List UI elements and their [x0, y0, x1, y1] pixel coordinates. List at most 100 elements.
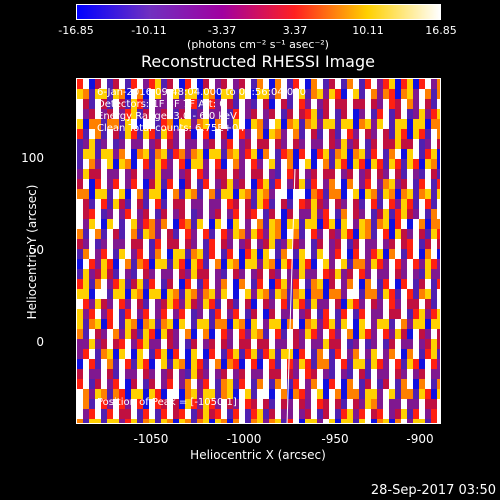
image-pixel — [179, 419, 185, 423]
image-pixel — [101, 269, 107, 279]
image-pixel — [269, 99, 275, 109]
image-pixel — [299, 409, 305, 419]
image-pixel — [329, 359, 335, 369]
image-pixel — [383, 199, 389, 209]
image-pixel — [149, 339, 155, 349]
image-pixel — [149, 379, 155, 389]
image-pixel — [155, 289, 161, 299]
image-pixel — [329, 339, 335, 349]
image-pixel — [179, 259, 185, 269]
image-pixel — [347, 239, 353, 249]
image-pixel — [95, 229, 101, 239]
image-pixel — [365, 289, 371, 299]
image-pixel — [437, 199, 440, 209]
image-pixel — [305, 409, 311, 419]
image-pixel — [215, 129, 221, 139]
image-pixel — [215, 259, 221, 269]
image-pixel — [227, 189, 233, 199]
image-pixel — [245, 149, 251, 159]
image-pixel — [227, 319, 233, 329]
image-pixel — [305, 219, 311, 229]
image-pixel — [347, 119, 353, 129]
image-pixel — [221, 149, 227, 159]
image-pixel — [317, 359, 323, 369]
image-pixel — [359, 239, 365, 249]
image-pixel — [431, 389, 437, 399]
image-pixel — [77, 129, 83, 139]
image-pixel — [203, 219, 209, 229]
image-pixel — [389, 209, 395, 219]
image-pixel — [251, 229, 257, 239]
image-pixel — [119, 159, 125, 169]
image-pixel — [221, 239, 227, 249]
image-pixel — [173, 339, 179, 349]
image-pixel — [407, 89, 413, 99]
image-pixel — [239, 239, 245, 249]
image-pixel — [419, 219, 425, 229]
image-pixel — [371, 359, 377, 369]
image-pixel — [77, 199, 83, 209]
image-pixel — [95, 369, 101, 379]
image-pixel — [221, 259, 227, 269]
image-pixel — [119, 289, 125, 299]
image-pixel — [401, 339, 407, 349]
image-pixel — [143, 279, 149, 289]
image-pixel — [143, 349, 149, 359]
image-pixel — [335, 129, 341, 139]
image-pixel — [287, 269, 293, 279]
image-pixel — [227, 169, 233, 179]
image-pixel — [347, 129, 353, 139]
image-pixel — [239, 389, 245, 399]
image-pixel — [113, 199, 119, 209]
image-pixel — [419, 109, 425, 119]
image-pixel — [191, 99, 197, 109]
image-pixel — [263, 119, 269, 129]
image-pixel — [353, 249, 359, 259]
image-pixel — [119, 239, 125, 249]
image-pixel — [185, 89, 191, 99]
image-pixel — [233, 219, 239, 229]
image-pixel — [293, 259, 299, 269]
image-pixel — [77, 369, 83, 379]
image-pixel — [215, 99, 221, 109]
image-pixel — [179, 239, 185, 249]
image-pixel — [299, 99, 305, 109]
image-pixel — [401, 99, 407, 109]
image-pixel — [269, 259, 275, 269]
image-pixel — [191, 349, 197, 359]
image-pixel — [413, 239, 419, 249]
image-pixel — [275, 329, 281, 339]
image-pixel — [347, 99, 353, 109]
image-pixel — [167, 239, 173, 249]
image-pixel — [143, 169, 149, 179]
image-pixel — [425, 129, 431, 139]
image-pixel — [281, 249, 287, 259]
image-pixel — [95, 99, 101, 109]
image-pixel — [185, 299, 191, 309]
image-pixel — [275, 179, 281, 189]
image-pixel — [149, 259, 155, 269]
image-pixel — [149, 79, 155, 89]
image-pixel — [413, 389, 419, 399]
image-pixel — [323, 319, 329, 329]
image-pixel — [197, 249, 203, 259]
image-pixel — [221, 129, 227, 139]
image-pixel — [389, 269, 395, 279]
image-pixel — [365, 239, 371, 249]
image-pixel — [419, 99, 425, 109]
image-pixel — [287, 399, 293, 409]
image-pixel — [341, 369, 347, 379]
image-pixel — [311, 419, 317, 423]
image-pixel — [275, 279, 281, 289]
image-pixel — [425, 409, 431, 419]
image-pixel — [377, 119, 383, 129]
image-pixel — [137, 89, 143, 99]
image-pixel — [167, 189, 173, 199]
image-pixel — [251, 339, 257, 349]
image-pixel — [335, 379, 341, 389]
image-pixel — [311, 319, 317, 329]
image-pixel — [215, 119, 221, 129]
image-pixel — [215, 349, 221, 359]
image-pixel — [329, 119, 335, 129]
image-pixel — [371, 289, 377, 299]
